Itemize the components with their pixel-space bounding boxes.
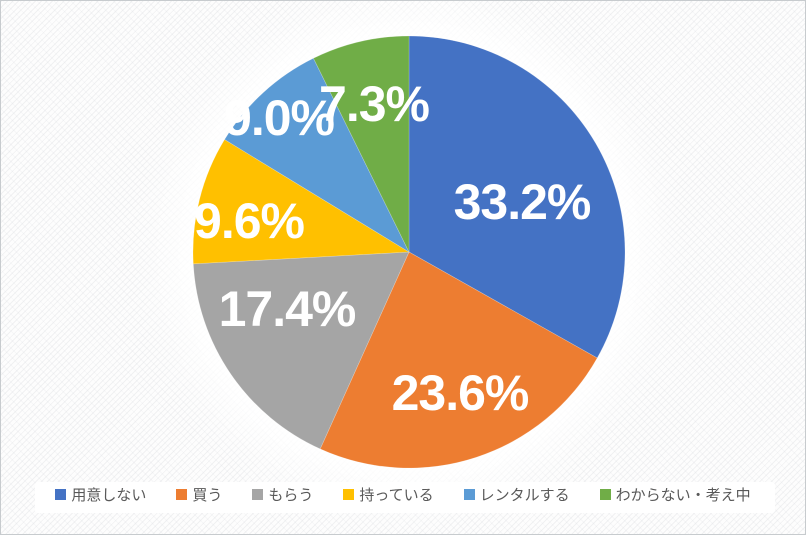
legend: 用意しない 買う もらう 持っている レンタルする わからない・考え中	[1, 484, 805, 505]
legend-swatch-icon	[55, 489, 67, 500]
legend-swatch-icon	[463, 489, 475, 500]
pie-slice-5	[224, 57, 410, 253]
legend-item-5: レンタルする	[463, 484, 570, 505]
pie-slice-6	[313, 35, 410, 253]
legend-label: わからない・考え中	[615, 487, 751, 504]
legend-swatch-icon	[343, 489, 355, 500]
legend-band	[35, 482, 775, 513]
legend-label: 買う	[192, 487, 223, 504]
legend-item-3: もらう	[252, 484, 313, 505]
legend-label: 用意しない	[71, 487, 147, 504]
legend-item-2: 買う	[176, 484, 222, 505]
legend-item-6: わからない・考え中	[599, 484, 751, 505]
legend-label: 持っている	[359, 487, 434, 504]
legend-label: レンタルする	[479, 487, 570, 504]
pie-slice-1	[408, 35, 626, 359]
legend-swatch-icon	[599, 489, 611, 500]
legend-swatch-icon	[252, 489, 264, 500]
legend-item-1: 用意しない	[55, 484, 146, 505]
pie-slice-4	[192, 139, 410, 265]
pie-slice-2	[319, 251, 598, 469]
legend-item-4: 持っている	[343, 484, 434, 505]
legend-swatch-icon	[176, 489, 188, 500]
pie-slice-3	[193, 251, 410, 450]
legend-label: もらう	[268, 487, 314, 504]
